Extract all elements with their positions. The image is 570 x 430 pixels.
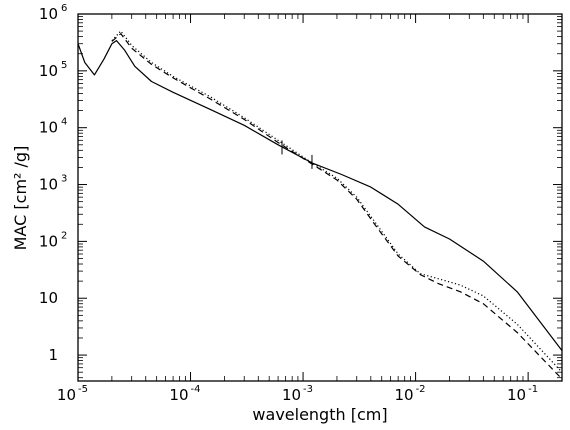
y-tick-label: 10 2 xyxy=(39,230,67,250)
series-line-dashed xyxy=(111,33,563,380)
svg-text:10: 10 xyxy=(394,386,413,404)
svg-text:-4: -4 xyxy=(191,384,201,395)
series-line-solid xyxy=(77,40,563,351)
svg-text:10: 10 xyxy=(39,119,58,137)
y-tick-label: 1 xyxy=(48,346,58,364)
svg-text:2: 2 xyxy=(61,230,67,241)
svg-text:10: 10 xyxy=(39,62,58,80)
y-axis-title: MAC [cm² /g] xyxy=(11,146,30,251)
x-tick-label: 10 -5 xyxy=(57,384,88,404)
svg-text:10: 10 xyxy=(39,5,58,23)
svg-text:10: 10 xyxy=(282,386,301,404)
y-tick-label: 10 5 xyxy=(39,60,67,80)
svg-text:1: 1 xyxy=(48,346,58,364)
svg-text:10: 10 xyxy=(39,176,58,194)
svg-text:10: 10 xyxy=(39,232,58,250)
svg-text:10: 10 xyxy=(57,386,76,404)
y-tick-label: 10 xyxy=(39,289,58,307)
plot-frame xyxy=(77,13,563,382)
svg-text:4: 4 xyxy=(61,117,67,128)
svg-text:10: 10 xyxy=(169,386,188,404)
x-tick-label: 10 -1 xyxy=(507,384,538,404)
svg-text:-3: -3 xyxy=(303,384,313,395)
y-tick-label: 10 3 xyxy=(39,174,67,194)
x-tick-label: 10 -3 xyxy=(282,384,313,404)
svg-text:-5: -5 xyxy=(78,384,88,395)
y-tick-label: 10 4 xyxy=(39,117,67,137)
svg-text:-1: -1 xyxy=(528,384,538,395)
svg-text:10: 10 xyxy=(507,386,526,404)
x-tick-label: 10 -2 xyxy=(394,384,425,404)
y-tick-label: 10 6 xyxy=(39,3,67,23)
marker-layer xyxy=(281,140,313,169)
svg-text:-2: -2 xyxy=(416,384,426,395)
series-layer xyxy=(77,30,563,380)
x-axis-title: wavelength [cm] xyxy=(252,405,387,424)
axis-ticks xyxy=(77,13,562,381)
x-tick-label: 10 -4 xyxy=(169,384,200,404)
svg-text:5: 5 xyxy=(61,60,67,71)
series-line-dotted xyxy=(111,30,563,373)
svg-text:6: 6 xyxy=(61,3,67,14)
svg-text:10: 10 xyxy=(39,289,58,307)
svg-text:3: 3 xyxy=(61,174,67,185)
